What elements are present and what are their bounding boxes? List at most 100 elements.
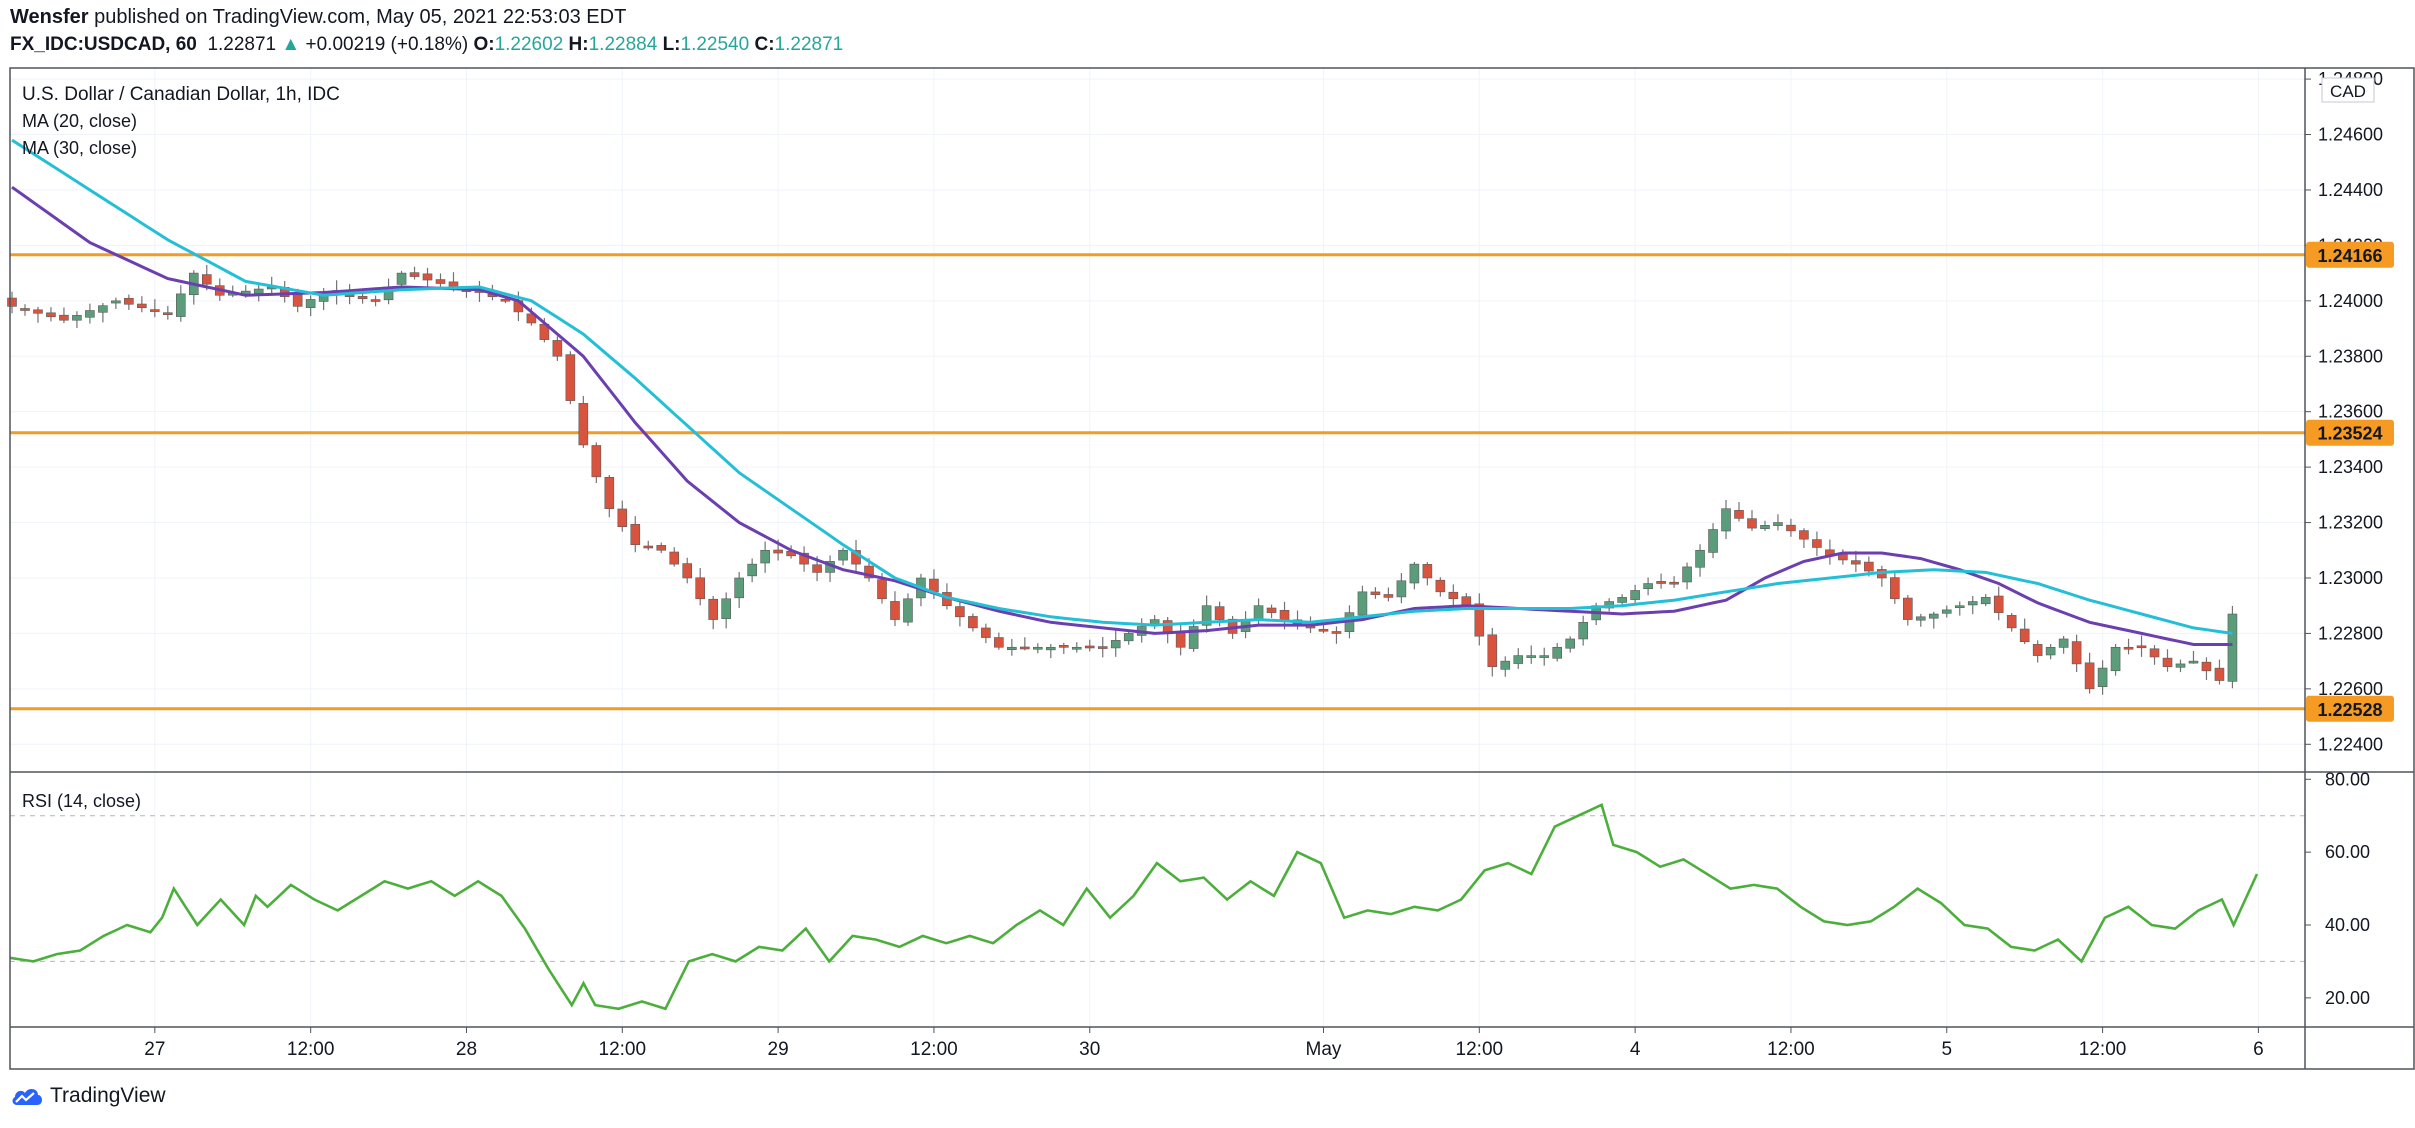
tradingview-brand[interactable]: TradingView [10, 1084, 166, 1108]
candle-down [799, 552, 809, 565]
price-tick-label: 1.22600 [2318, 679, 2383, 699]
candle-down [1175, 632, 1186, 648]
candle-up [1682, 566, 1692, 583]
candle-down [812, 564, 822, 573]
candle-up [1578, 622, 1588, 640]
candle-up [1565, 638, 1575, 649]
level-badge-label: 1.22528 [2317, 700, 2382, 720]
chart-legend: U.S. Dollar / Canadian Dollar, 1h, IDC M… [22, 84, 340, 811]
candle-down [1747, 518, 1757, 529]
candle-down [578, 403, 589, 446]
candle-up [1539, 655, 1550, 658]
close-label: C: [754, 34, 775, 55]
candle-down [2006, 615, 2017, 629]
rsi-tick-label: 80.00 [2325, 769, 2370, 789]
candle-down [565, 354, 576, 401]
candle-up [2058, 638, 2069, 648]
candle-down [981, 627, 991, 638]
rsi-panel [10, 815, 2305, 962]
author-name[interactable]: Wensfer [10, 6, 89, 28]
candle-down [591, 445, 602, 478]
rsi-legend[interactable]: RSI (14, close) [22, 791, 141, 811]
candle-up [760, 549, 770, 564]
last-price: 1.22871 [207, 34, 277, 55]
candle-up [1007, 646, 1017, 651]
candle-down [1370, 591, 1381, 595]
time-tick-label: 12:00 [2079, 1039, 2127, 1060]
time-tick-label: 30 [1079, 1039, 1100, 1060]
price-tick-label: 1.23800 [2318, 346, 2383, 366]
candle-down [2149, 648, 2160, 658]
time-tick-label: 5 [1941, 1039, 1952, 1060]
candle-down [2201, 661, 2212, 672]
candle-up [2097, 667, 2108, 688]
chart-frame [9, 67, 2415, 1070]
ma20-legend[interactable]: MA (20, close) [22, 111, 137, 131]
candle-down [357, 296, 368, 300]
currency-label: CAD [2330, 82, 2366, 101]
candle-up [1760, 525, 1770, 529]
level-badge [2306, 419, 2394, 446]
candle-down [2032, 644, 2043, 656]
level-badge-label: 1.24166 [2317, 246, 2382, 266]
candle-up [1915, 616, 1926, 621]
candle-up [305, 299, 316, 308]
rsi-tick-label: 60.00 [2325, 842, 2370, 862]
candle-up [1967, 601, 1978, 606]
candle-down [630, 524, 641, 546]
rsi-axis[interactable]: 80.00 60.00 40.00 20.00 [2305, 769, 2370, 1008]
candle-down [1786, 524, 1796, 532]
grid [10, 68, 2305, 1027]
candle-down [1487, 634, 1498, 667]
candle-down [1097, 646, 1108, 649]
candle-up [1188, 626, 1199, 649]
candle-down [994, 637, 1004, 648]
time-tick-label: 12:00 [910, 1039, 958, 1060]
candle-down [7, 297, 17, 307]
candle-up [1630, 590, 1640, 600]
candle-up [1617, 597, 1627, 603]
candle-up [1695, 549, 1705, 568]
candle-down [656, 545, 667, 551]
candle-down [59, 314, 69, 321]
price-axis[interactable]: 1.248001.246001.244001.242001.240001.238… [2305, 69, 2383, 754]
candle-down [1266, 607, 1277, 613]
candle-down [1448, 591, 1459, 600]
high-label: H: [568, 34, 589, 55]
candle-up [111, 300, 121, 304]
candle-down [890, 601, 900, 620]
candle-up [2110, 646, 2121, 672]
price-tick-label: 1.24000 [2318, 291, 2383, 311]
candle-up [1253, 605, 1264, 620]
candle-up [396, 272, 407, 285]
candle-up [2227, 613, 2238, 682]
time-axis[interactable]: 27 12:00 28 12:00 29 12:00 30 May 12:00 4 12:00 5 12… [144, 1027, 2264, 1060]
candle-up [747, 563, 757, 577]
published-text: published on TradingView.com, May 05, 20… [88, 6, 627, 28]
candle-down [1084, 645, 1095, 649]
candle-down [1799, 530, 1809, 540]
price-tick-label: 1.23600 [2318, 402, 2383, 422]
time-tick-label: 4 [1630, 1039, 1641, 1060]
candle-up [253, 288, 264, 294]
candle-down [773, 549, 783, 554]
horizontal-levels[interactable] [10, 253, 2305, 711]
cloud-logo-icon [12, 1089, 42, 1105]
publish-info: Wensfer published on TradingView.com, Ma… [10, 6, 626, 29]
candle-down [1890, 577, 1900, 600]
candle-up [734, 577, 744, 599]
ma30-legend[interactable]: MA (30, close) [22, 138, 137, 158]
candle-up [1928, 613, 1939, 619]
time-tick-label: 12:00 [1767, 1039, 1815, 1060]
price-tick-label: 1.22400 [2318, 734, 2383, 754]
candle-down [201, 274, 212, 285]
price-tick-label: 1.22800 [2318, 623, 2383, 643]
candle-up [721, 598, 731, 619]
candle-down [1383, 594, 1394, 598]
brand-name: TradingView [50, 1084, 166, 1107]
candle-down [669, 551, 680, 565]
candle-down [1422, 564, 1433, 579]
price-tick-label: 1.24400 [2318, 180, 2383, 200]
rsi-tick-label: 40.00 [2325, 915, 2370, 935]
